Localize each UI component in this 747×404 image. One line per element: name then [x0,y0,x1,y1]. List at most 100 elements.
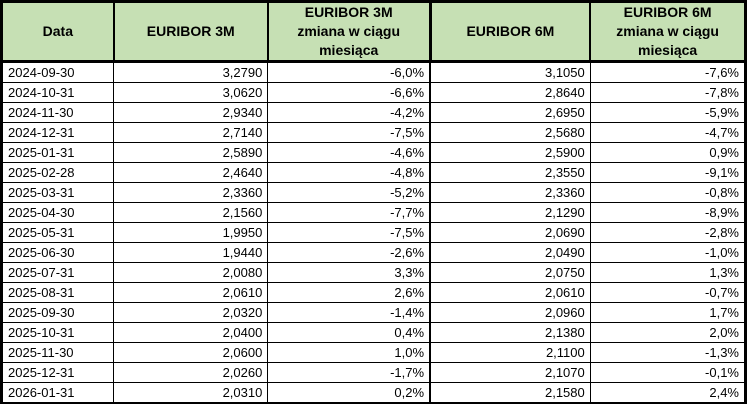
euribor-6m-value-cell[interactable]: 2,0750 [429,261,591,283]
table-row: 2025-07-31 2,0080 3,3% 2,0750 1,3% [0,261,747,283]
euribor-6m-change-cell[interactable]: -7,6% [589,60,747,83]
euribor-3m-change-cell[interactable]: 0,2% [267,381,431,404]
euribor-3m-value-cell[interactable]: 2,5890 [113,141,269,163]
column-header-euribor-3m-monthly-change[interactable]: EURIBOR 3M zmiana w ciągu miesiąca [266,0,432,63]
euribor-3m-value-cell[interactable]: 2,0080 [113,261,269,283]
euribor-3m-change-cell[interactable]: -1,7% [267,361,431,383]
euribor-3m-value-cell[interactable]: 2,0610 [113,281,269,303]
table-row: 2025-10-31 2,0400 0,4% 2,1380 2,0% [0,321,747,343]
euribor-6m-value-cell[interactable]: 2,3360 [429,181,591,203]
table-row: 2025-06-30 1,9440 -2,6% 2,0490 -1,0% [0,241,747,263]
euribor-3m-value-cell[interactable]: 1,9950 [113,221,269,243]
euribor-6m-change-cell[interactable]: -0,8% [589,181,747,203]
euribor-3m-change-cell[interactable]: -4,2% [267,101,431,123]
euribor-6m-change-cell[interactable]: -1,0% [589,241,747,263]
euribor-6m-value-cell[interactable]: 3,1050 [429,60,591,83]
euribor-3m-value-cell[interactable]: 3,0620 [113,81,269,103]
euribor-3m-value-cell[interactable]: 3,2790 [113,60,269,83]
euribor-6m-change-cell[interactable]: -0,7% [589,281,747,303]
euribor-3m-change-cell[interactable]: -6,0% [267,60,431,83]
date-cell[interactable]: 2025-12-31 [0,361,115,383]
euribor-6m-change-cell[interactable]: 0,9% [589,141,747,163]
euribor-6m-value-cell[interactable]: 2,0490 [429,241,591,263]
euribor-3m-change-cell[interactable]: -2,6% [267,241,431,263]
euribor-3m-value-cell[interactable]: 2,1560 [113,201,269,223]
date-cell[interactable]: 2026-01-31 [0,381,115,404]
euribor-6m-change-cell[interactable]: -4,7% [589,121,747,143]
euribor-6m-value-cell[interactable]: 2,1580 [429,381,591,404]
euribor-6m-value-cell[interactable]: 2,5680 [429,121,591,143]
euribor-6m-value-cell[interactable]: 2,0690 [429,221,591,243]
euribor-3m-change-cell[interactable]: -7,7% [267,201,431,223]
date-cell[interactable]: 2025-05-31 [0,221,115,243]
date-cell[interactable]: 2025-10-31 [0,321,115,343]
column-header-label: EURIBOR 3M [304,4,393,20]
euribor-6m-change-cell[interactable]: -0,1% [589,361,747,383]
date-cell[interactable]: 2025-02-28 [0,161,115,183]
column-header-data[interactable]: Data [0,0,115,63]
euribor-3m-change-cell[interactable]: -4,6% [267,141,431,163]
euribor-3m-change-cell[interactable]: 0,4% [267,321,431,343]
euribor-6m-change-cell[interactable]: -1,3% [589,341,747,363]
column-header-euribor-6m[interactable]: EURIBOR 6M [428,0,592,63]
euribor-6m-change-cell[interactable]: -7,8% [589,81,747,103]
euribor-6m-change-cell[interactable]: -9,1% [589,161,747,183]
euribor-3m-change-cell[interactable]: -5,2% [267,181,431,203]
euribor-3m-change-cell[interactable]: 1,0% [267,341,431,363]
euribor-3m-value-cell[interactable]: 2,0310 [113,381,269,404]
date-cell[interactable]: 2025-08-31 [0,281,115,303]
date-cell[interactable]: 2025-06-30 [0,241,115,263]
column-header-euribor-6m-monthly-change[interactable]: EURIBOR 6M zmiana w ciągu miesiąca [589,0,747,63]
euribor-6m-change-cell[interactable]: 1,3% [589,261,747,283]
euribor-6m-value-cell[interactable]: 2,5900 [429,141,591,163]
euribor-3m-change-cell[interactable]: -4,8% [267,161,431,183]
euribor-6m-change-cell[interactable]: -5,9% [589,101,747,123]
euribor-3m-value-cell[interactable]: 2,4640 [113,161,269,183]
euribor-3m-value-cell[interactable]: 2,0400 [113,321,269,343]
date-cell[interactable]: 2025-07-31 [0,261,115,283]
date-cell[interactable]: 2024-10-31 [0,81,115,103]
date-cell[interactable]: 2025-03-31 [0,181,115,203]
euribor-3m-change-cell[interactable]: 3,3% [267,261,431,283]
euribor-3m-value-cell[interactable]: 2,0260 [113,361,269,383]
column-header-label: EURIBOR 6M [466,22,555,39]
euribor-6m-value-cell[interactable]: 2,1100 [429,341,591,363]
euribor-3m-value-cell[interactable]: 2,0600 [113,341,269,363]
euribor-3m-value-cell[interactable]: 1,9440 [113,241,269,263]
table-row: 2025-01-31 2,5890 -4,6% 2,5900 0,9% [0,141,747,163]
euribor-6m-change-cell[interactable]: 1,7% [589,301,747,323]
euribor-3m-value-cell[interactable]: 2,3360 [113,181,269,203]
date-cell[interactable]: 2025-11-30 [0,341,115,363]
euribor-6m-value-cell[interactable]: 2,1290 [429,201,591,223]
euribor-3m-value-cell[interactable]: 2,7140 [113,121,269,143]
euribor-3m-change-cell[interactable]: -6,6% [267,81,431,103]
table-header-row: Data EURIBOR 3M EURIBOR 3M zmiana w ciąg… [0,0,747,63]
date-cell[interactable]: 2025-04-30 [0,201,115,223]
date-cell[interactable]: 2025-01-31 [0,141,115,163]
euribor-3m-value-cell[interactable]: 2,9340 [113,101,269,123]
euribor-6m-value-cell[interactable]: 2,1380 [429,321,591,343]
table-body: 2024-09-30 3,2790 -6,0% 3,1050 -7,6% 2024-10-… [0,60,747,404]
table-row: 2024-11-30 2,9340 -4,2% 2,6950 -5,9% [0,101,747,123]
euribor-3m-change-cell[interactable]: -7,5% [267,121,431,143]
euribor-6m-value-cell[interactable]: 2,0610 [429,281,591,303]
euribor-6m-value-cell[interactable]: 2,1070 [429,361,591,383]
euribor-6m-change-cell[interactable]: 2,4% [589,381,747,404]
euribor-3m-change-cell[interactable]: -1,4% [267,301,431,323]
euribor-6m-value-cell[interactable]: 2,3550 [429,161,591,183]
date-cell[interactable]: 2024-11-30 [0,101,115,123]
euribor-6m-change-cell[interactable]: 2,0% [589,321,747,343]
date-cell[interactable]: 2024-12-31 [0,121,115,143]
date-cell[interactable]: 2024-09-30 [0,60,115,83]
euribor-3m-change-cell[interactable]: 2,6% [267,281,431,303]
euribor-6m-change-cell[interactable]: -8,9% [589,201,747,223]
euribor-3m-value-cell[interactable]: 2,0320 [113,301,269,323]
euribor-6m-value-cell[interactable]: 2,6950 [429,101,591,123]
euribor-6m-value-cell[interactable]: 2,0960 [429,301,591,323]
table-row: 2025-12-31 2,0260 -1,7% 2,1070 -0,1% [0,361,747,383]
euribor-3m-change-cell[interactable]: -7,5% [267,221,431,243]
column-header-euribor-3m[interactable]: EURIBOR 3M [112,0,269,63]
date-cell[interactable]: 2025-09-30 [0,301,115,323]
euribor-6m-value-cell[interactable]: 2,8640 [429,81,591,103]
euribor-6m-change-cell[interactable]: -2,8% [589,221,747,243]
